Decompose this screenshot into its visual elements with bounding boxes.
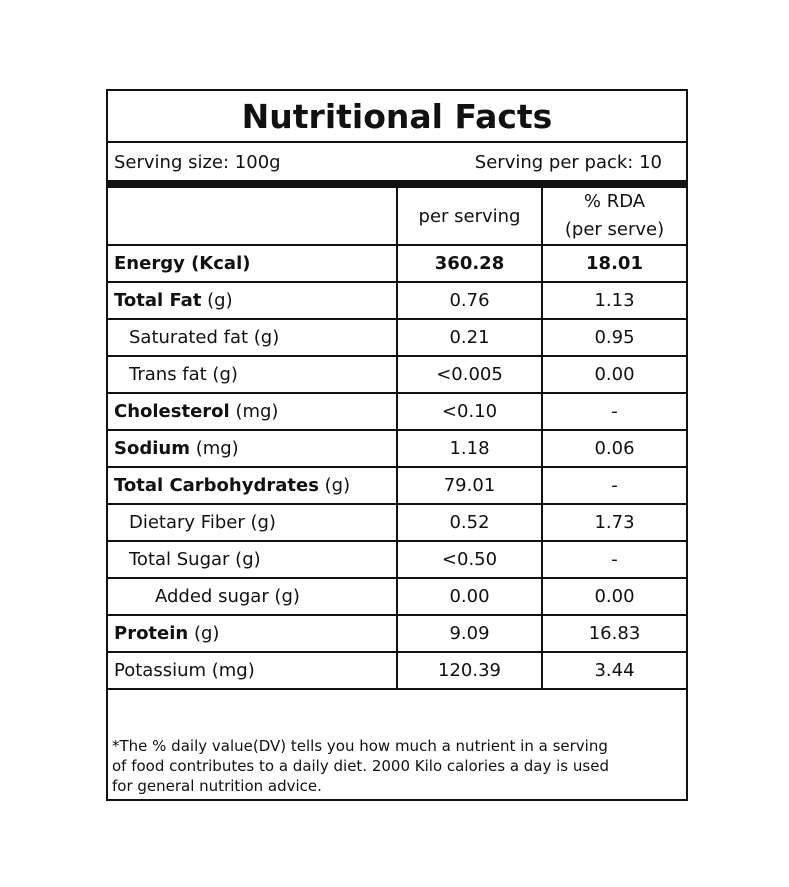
- row-unit: (g): [188, 623, 220, 644]
- row-per-serving: <0.50: [396, 540, 543, 579]
- row-rda: 16.83: [541, 614, 686, 653]
- row-rda: 0.95: [541, 318, 686, 357]
- row-name: Energy (Kcal): [108, 244, 398, 283]
- header-per-serving: per serving: [396, 188, 543, 246]
- table-row: Potassium (mg) 120.39 3.44: [108, 651, 686, 690]
- footnote-line: of food contributes to a daily diet. 200…: [112, 757, 609, 775]
- row-rda: -: [541, 466, 686, 505]
- row-per-serving: 0.52: [396, 503, 543, 542]
- serving-info: Serving size: 100g Serving per pack: 10: [108, 143, 686, 181]
- table-row: Saturated fat (g) 0.21 0.95: [108, 318, 686, 357]
- row-name-cell: Sodium (mg): [108, 429, 398, 468]
- table-row: Cholesterol (mg) <0.10 -: [108, 392, 686, 431]
- row-rda: 0.06: [541, 429, 686, 468]
- row-name-cell: Total Fat (g): [108, 281, 398, 320]
- row-rda: 0.00: [541, 577, 686, 616]
- thick-divider: [108, 180, 686, 188]
- row-name: Total Fat: [114, 290, 202, 311]
- table-row: Total Carbohydrates (g) 79.01 -: [108, 466, 686, 505]
- row-name: Trans fat (g): [108, 355, 398, 394]
- nutrition-label: Nutritional Facts Serving size: 100g Ser…: [106, 89, 688, 801]
- servings-per-pack: Serving per pack: 10: [474, 151, 662, 173]
- row-per-serving: 9.09: [396, 614, 543, 653]
- nutrition-table: per serving % RDA (per serve) Energy (Kc…: [108, 188, 686, 690]
- row-name: Added sugar (g): [108, 577, 398, 616]
- table-row: Sodium (mg) 1.18 0.06: [108, 429, 686, 468]
- row-name: Potassium (mg): [108, 651, 398, 690]
- row-name: Sodium: [114, 438, 190, 459]
- footnote-line: *The % daily value(DV) tells you how muc…: [112, 737, 608, 755]
- row-per-serving: <0.005: [396, 355, 543, 394]
- table-row: Total Fat (g) 0.76 1.13: [108, 281, 686, 320]
- row-name: Total Carbohydrates: [114, 475, 319, 496]
- row-unit: (mg): [229, 401, 279, 422]
- row-name-cell: Cholesterol (mg): [108, 392, 398, 431]
- header-rda: % RDA (per serve): [541, 188, 686, 246]
- footnote: *The % daily value(DV) tells you how muc…: [112, 736, 682, 796]
- row-per-serving: 79.01: [396, 466, 543, 505]
- row-name: Dietary Fiber (g): [108, 503, 398, 542]
- footnote-line: for general nutrition advice.: [112, 777, 322, 795]
- row-name: Saturated fat (g): [108, 318, 398, 357]
- header-rda-line1: % RDA: [583, 191, 646, 212]
- row-per-serving: 360.28: [396, 244, 543, 283]
- row-unit: (mg): [189, 438, 239, 459]
- label-title: Nutritional Facts: [108, 91, 686, 143]
- row-name: Protein: [114, 623, 189, 644]
- table-row: Trans fat (g) <0.005 0.00: [108, 355, 686, 394]
- row-name-cell: Total Carbohydrates (g): [108, 466, 398, 505]
- table-row: Dietary Fiber (g) 0.52 1.73: [108, 503, 686, 542]
- row-rda: -: [541, 392, 686, 431]
- table-row: Added sugar (g) 0.00 0.00: [108, 577, 686, 616]
- row-rda: 18.01: [541, 244, 686, 283]
- table-header-row: per serving % RDA (per serve): [108, 188, 686, 246]
- row-rda: -: [541, 540, 686, 579]
- header-rda-line2: (per serve): [564, 219, 665, 240]
- table-row: Total Sugar (g) <0.50 -: [108, 540, 686, 579]
- row-name: Cholesterol: [114, 401, 230, 422]
- row-per-serving: 120.39: [396, 651, 543, 690]
- table-row: Energy (Kcal) 360.28 18.01: [108, 244, 686, 283]
- row-rda: 3.44: [541, 651, 686, 690]
- row-name-cell: Protein (g): [108, 614, 398, 653]
- row-per-serving: <0.10: [396, 392, 543, 431]
- header-empty-cell: [108, 188, 398, 246]
- row-rda: 1.73: [541, 503, 686, 542]
- table-row: Protein (g) 9.09 16.83: [108, 614, 686, 653]
- row-unit: (g): [318, 475, 351, 496]
- row-per-serving: 1.18: [396, 429, 543, 468]
- row-rda: 0.00: [541, 355, 686, 394]
- serving-size: Serving size: 100g: [114, 151, 281, 173]
- row-name: Total Sugar (g): [108, 540, 398, 579]
- row-rda: 1.13: [541, 281, 686, 320]
- row-per-serving: 0.21: [396, 318, 543, 357]
- row-per-serving: 0.00: [396, 577, 543, 616]
- row-unit: (g): [201, 290, 233, 311]
- row-per-serving: 0.76: [396, 281, 543, 320]
